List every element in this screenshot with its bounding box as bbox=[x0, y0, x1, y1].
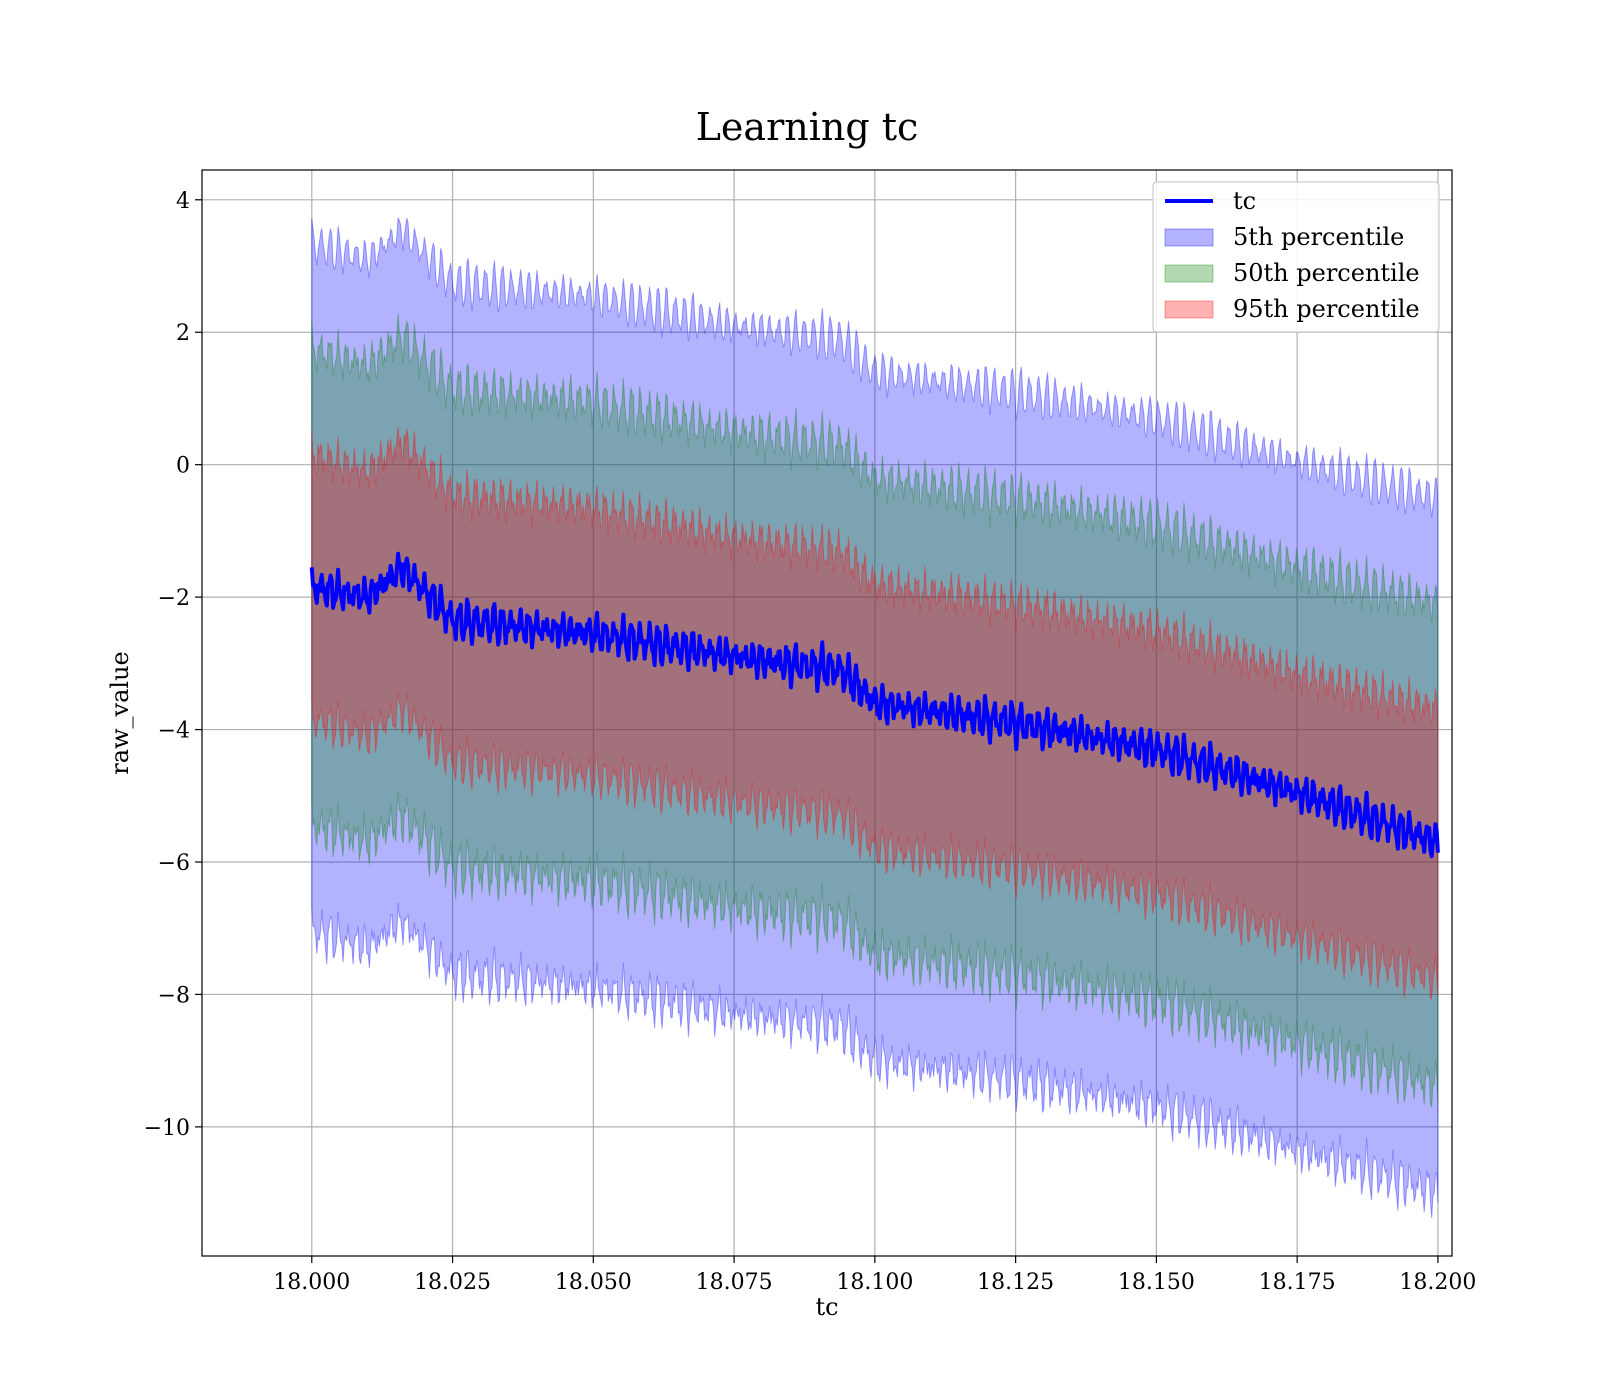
legend-label: tc bbox=[1233, 187, 1256, 215]
x-axis-ticks: 18.000 18.025 18.050 18.075 18.100 18.125 18.1… bbox=[273, 1256, 1476, 1295]
y-tick-label: −6 bbox=[158, 851, 190, 876]
legend-swatch-patch bbox=[1164, 300, 1214, 319]
legend-items: tc 5th percentile 50th percentile 95th perc… bbox=[1164, 187, 1420, 323]
grid-layer bbox=[202, 170, 1452, 1256]
line-tc bbox=[309, 551, 1440, 859]
legend: tc 5th percentile 50th percentile 95th perc… bbox=[1152, 181, 1440, 333]
line-layer bbox=[309, 551, 1440, 859]
legend-box bbox=[1152, 181, 1440, 333]
x-axis-label: tc bbox=[815, 1293, 838, 1321]
x-tick-label: 18.000 bbox=[273, 1270, 350, 1295]
y-axis-label: raw_value bbox=[106, 651, 134, 775]
plot-frame bbox=[201, 169, 1453, 1257]
y-tick-label: 0 bbox=[176, 454, 190, 479]
legend-label: 95th percentile bbox=[1233, 295, 1420, 323]
legend-label: 50th percentile bbox=[1233, 259, 1420, 287]
y-tick-label: −2 bbox=[158, 586, 190, 611]
y-axis-ticks: 4 2 0 −2 −4 −6 −8 −10 bbox=[144, 189, 202, 1141]
x-tick-label: 18.075 bbox=[696, 1270, 773, 1295]
legend-label: 5th percentile bbox=[1233, 223, 1404, 251]
y-tick-label: −10 bbox=[144, 1116, 190, 1141]
band-layer bbox=[311, 217, 1439, 1219]
band-5th-percentile bbox=[311, 217, 1439, 1219]
chart-title: Learning tc bbox=[696, 105, 919, 149]
legend-swatch-patch bbox=[1164, 264, 1214, 283]
legend-swatch-patch bbox=[1164, 228, 1214, 247]
x-tick-label: 18.150 bbox=[1118, 1270, 1195, 1295]
x-tick-label: 18.175 bbox=[1259, 1270, 1336, 1295]
y-tick-label: 2 bbox=[176, 321, 190, 346]
x-tick-label: 18.025 bbox=[414, 1270, 491, 1295]
y-tick-label: −4 bbox=[158, 719, 190, 744]
x-tick-label: 18.125 bbox=[977, 1270, 1054, 1295]
band-95th-percentile bbox=[311, 426, 1439, 1001]
x-tick-label: 18.050 bbox=[555, 1270, 632, 1295]
x-tick-label: 18.100 bbox=[836, 1270, 913, 1295]
x-tick-label: 18.200 bbox=[1399, 1270, 1476, 1295]
y-tick-label: −8 bbox=[158, 983, 190, 1008]
band-50th-percentile bbox=[311, 313, 1439, 1108]
y-tick-label: 4 bbox=[176, 189, 190, 214]
